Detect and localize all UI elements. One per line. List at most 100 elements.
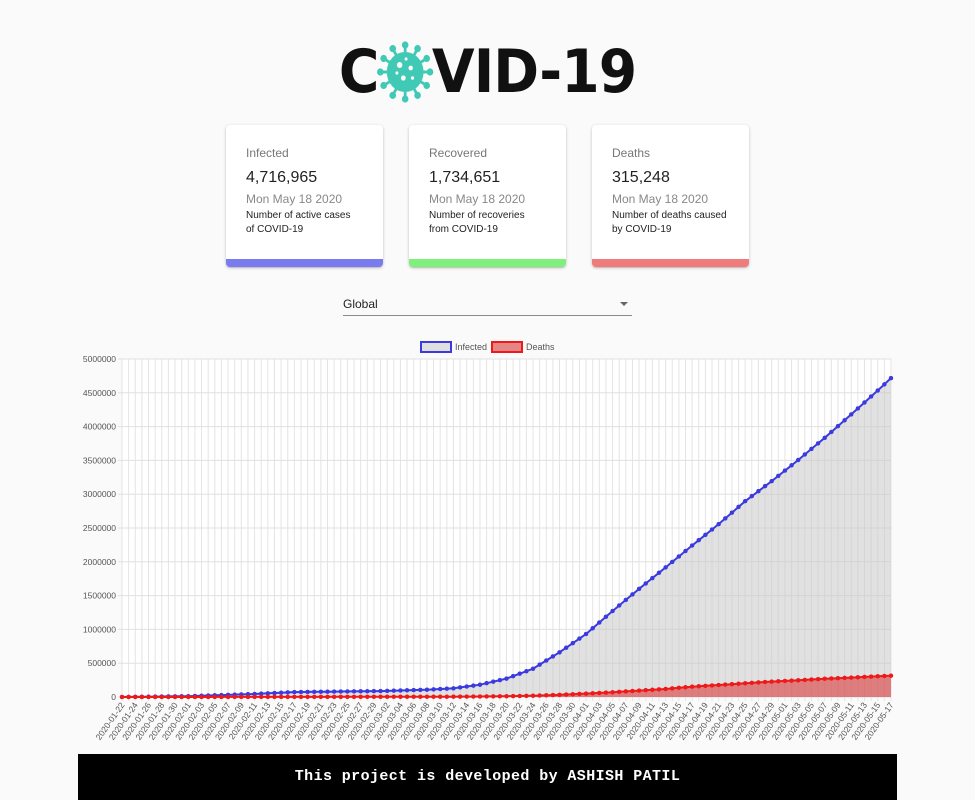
data-point: [424, 687, 430, 692]
data-point: [550, 654, 556, 659]
data-point: [848, 675, 854, 680]
data-point: [325, 694, 330, 700]
data-point: [736, 681, 741, 686]
data-point: [888, 375, 894, 381]
data-point: [391, 694, 397, 700]
data-point: [683, 684, 688, 690]
footer: This project is developed by ASHISH PATI…: [78, 754, 897, 800]
data-point: [723, 682, 728, 687]
data-point: [530, 693, 536, 698]
data-point: [537, 662, 542, 667]
data-point: [623, 597, 629, 603]
data-point: [563, 692, 569, 697]
data-point: [669, 559, 675, 565]
data-point: [524, 693, 529, 699]
data-point: [749, 680, 755, 686]
y-tick-label: 4500000: [83, 388, 116, 398]
data-point: [616, 689, 622, 695]
data-point: [524, 668, 529, 674]
data-point: [689, 543, 695, 548]
data-point: [623, 689, 629, 694]
data-point: [676, 685, 682, 691]
data-point: [133, 694, 138, 700]
data-point: [371, 688, 377, 694]
data-point: [166, 694, 171, 700]
data-point: [418, 694, 423, 699]
data-point: [882, 382, 887, 387]
data-point: [219, 694, 224, 700]
data-point: [577, 636, 582, 641]
card-description-line2: by COVID-19: [612, 224, 672, 235]
card-description: Number of deaths caused by COVID-19: [612, 209, 733, 237]
data-point: [742, 498, 748, 504]
data-point: [278, 694, 284, 700]
data-point: [411, 694, 416, 699]
data-point: [172, 694, 178, 700]
data-point: [809, 446, 814, 452]
data-point: [610, 690, 615, 695]
data-point: [868, 394, 874, 399]
data-point: [875, 673, 880, 679]
data-point: [563, 645, 569, 650]
data-point: [292, 689, 297, 695]
y-tick-label: 2500000: [83, 523, 116, 533]
data-point: [703, 532, 708, 538]
data-point: [603, 614, 609, 620]
data-point: [199, 694, 204, 700]
card-description-line1: Number of deaths caused: [612, 210, 727, 221]
logo-prefix: C: [338, 36, 380, 107]
data-point: [577, 691, 582, 697]
data-point: [762, 679, 768, 685]
data-point: [345, 694, 350, 700]
data-point: [351, 689, 357, 694]
data-point: [829, 429, 834, 435]
data-point: [398, 694, 403, 700]
card-label: Recovered: [429, 146, 488, 160]
card-date: Mon May 18 2020: [612, 192, 709, 206]
data-point: [444, 686, 450, 691]
data-point: [258, 694, 264, 700]
data-point: [716, 682, 721, 688]
data-point: [192, 694, 198, 700]
card-count: 4,716,965: [246, 169, 318, 186]
data-point: [749, 493, 755, 499]
data-point: [769, 679, 774, 684]
data-point: [305, 689, 310, 695]
data-point: [557, 650, 562, 655]
data-point: [656, 570, 662, 576]
data-point: [484, 694, 489, 699]
data-point: [464, 694, 469, 699]
data-point: [245, 694, 251, 700]
data-point: [424, 694, 430, 699]
card-recovered: Recovered 1,734,651 Mon May 18 2020 Numb…: [409, 125, 566, 267]
data-point: [776, 473, 781, 479]
data-point: [630, 688, 635, 694]
data-point: [583, 691, 589, 696]
data-point: [650, 687, 655, 693]
data-point: [212, 694, 218, 700]
data-point: [345, 689, 350, 694]
data-point: [842, 418, 847, 423]
country-select[interactable]: Global: [343, 294, 632, 316]
data-point: [325, 689, 330, 694]
data-point: [119, 694, 125, 700]
data-point: [517, 693, 523, 699]
data-point: [597, 620, 602, 625]
data-point: [497, 677, 503, 683]
data-point: [205, 694, 211, 700]
y-tick-label: 2000000: [83, 557, 116, 567]
card-count: 315,248: [612, 169, 670, 186]
data-point: [139, 694, 145, 700]
data-point: [815, 441, 821, 446]
data-point: [544, 693, 549, 698]
data-point: [835, 423, 841, 429]
data-point: [835, 675, 841, 681]
data-point: [358, 689, 363, 694]
data-point: [471, 683, 476, 688]
data-point: [278, 690, 284, 695]
data-point: [848, 412, 854, 417]
data-point: [650, 575, 655, 581]
data-point: [418, 687, 423, 693]
data-point: [331, 694, 337, 700]
data-point: [285, 690, 290, 695]
